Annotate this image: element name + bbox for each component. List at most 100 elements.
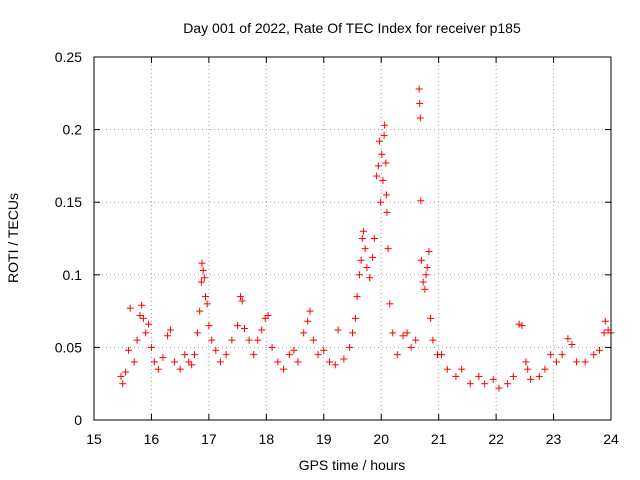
data-point bbox=[199, 266, 207, 274]
data-point bbox=[355, 271, 363, 279]
data-point bbox=[285, 351, 293, 359]
data-point bbox=[558, 351, 566, 359]
data-point bbox=[250, 351, 258, 359]
data-point bbox=[393, 351, 401, 359]
data-point bbox=[212, 346, 220, 354]
data-point bbox=[443, 365, 451, 373]
data-point bbox=[331, 361, 339, 369]
data-point bbox=[166, 326, 174, 334]
y-tick-label: 0.1 bbox=[63, 267, 83, 283]
data-point bbox=[438, 351, 446, 359]
data-point bbox=[258, 326, 266, 334]
data-point bbox=[359, 227, 367, 235]
data-point bbox=[320, 346, 328, 354]
data-point bbox=[145, 320, 153, 328]
data-point bbox=[527, 375, 535, 383]
data-point bbox=[136, 311, 144, 319]
data-point bbox=[509, 372, 517, 380]
data-point bbox=[150, 358, 158, 366]
data-point bbox=[290, 346, 298, 354]
data-point bbox=[130, 358, 138, 366]
data-point bbox=[122, 368, 130, 376]
data-point bbox=[590, 351, 598, 359]
y-tick-label: 0.15 bbox=[55, 194, 82, 210]
data-point bbox=[154, 365, 162, 373]
x-tick-label: 19 bbox=[316, 431, 332, 447]
data-point bbox=[133, 336, 141, 344]
data-point bbox=[236, 293, 244, 301]
data-point bbox=[261, 314, 269, 322]
data-point bbox=[201, 293, 209, 301]
data-point bbox=[481, 380, 489, 388]
x-tick-label: 16 bbox=[144, 431, 160, 447]
data-point bbox=[369, 253, 377, 261]
data-point bbox=[191, 351, 199, 359]
data-point bbox=[370, 235, 378, 242]
data-point bbox=[427, 314, 435, 322]
data-point bbox=[421, 285, 429, 293]
data-point bbox=[425, 248, 433, 256]
data-point bbox=[416, 99, 424, 107]
data-point bbox=[379, 176, 387, 184]
data-point bbox=[326, 358, 334, 366]
data-point bbox=[384, 245, 392, 253]
data-point bbox=[377, 198, 385, 206]
data-point bbox=[573, 358, 581, 366]
data-point bbox=[366, 274, 374, 282]
data-point bbox=[564, 335, 572, 343]
data-point bbox=[280, 365, 288, 373]
data-point bbox=[264, 311, 272, 319]
data-point bbox=[382, 191, 390, 199]
data-point bbox=[596, 346, 604, 354]
data-point bbox=[238, 297, 246, 305]
x-axis-label: GPS time / hours bbox=[299, 457, 406, 473]
y-tick-label: 0.05 bbox=[55, 339, 82, 355]
data-point bbox=[304, 317, 312, 325]
data-point bbox=[581, 358, 589, 366]
data-point bbox=[306, 307, 314, 315]
data-point bbox=[382, 159, 390, 167]
data-point bbox=[346, 343, 354, 351]
data-point bbox=[314, 351, 322, 359]
data-point bbox=[399, 332, 407, 340]
data-point bbox=[349, 329, 356, 337]
data-point bbox=[381, 121, 389, 129]
data-point bbox=[403, 329, 411, 337]
y-axis-label: ROTI / TECUs bbox=[5, 193, 21, 283]
data-point bbox=[245, 336, 253, 344]
data-point bbox=[361, 245, 369, 253]
data-point bbox=[422, 271, 430, 279]
data-point bbox=[389, 329, 397, 337]
data-point bbox=[373, 172, 381, 180]
data-point bbox=[417, 256, 425, 264]
x-tick-label: 22 bbox=[488, 431, 504, 447]
data-point bbox=[170, 358, 178, 366]
data-point bbox=[504, 380, 512, 388]
data-point bbox=[353, 293, 361, 301]
data-point bbox=[515, 320, 523, 328]
data-point bbox=[142, 329, 150, 337]
data-point bbox=[181, 351, 189, 359]
data-point bbox=[241, 325, 249, 333]
data-point bbox=[268, 343, 276, 351]
data-point bbox=[228, 336, 236, 344]
data-point bbox=[415, 85, 423, 93]
data-point bbox=[117, 372, 125, 380]
data-point bbox=[416, 114, 424, 122]
data-point bbox=[340, 355, 348, 363]
data-point bbox=[407, 343, 415, 351]
data-point bbox=[378, 150, 386, 158]
data-point bbox=[124, 346, 132, 354]
data-point bbox=[524, 365, 532, 373]
x-tick-label: 24 bbox=[603, 431, 619, 447]
data-point bbox=[197, 278, 205, 286]
data-point bbox=[300, 329, 308, 337]
data-point bbox=[475, 372, 483, 380]
data-point bbox=[423, 264, 431, 272]
x-tick-label: 15 bbox=[86, 431, 102, 447]
data-point bbox=[429, 336, 437, 344]
data-point bbox=[363, 264, 371, 272]
data-point bbox=[552, 358, 560, 366]
data-point bbox=[294, 358, 302, 366]
